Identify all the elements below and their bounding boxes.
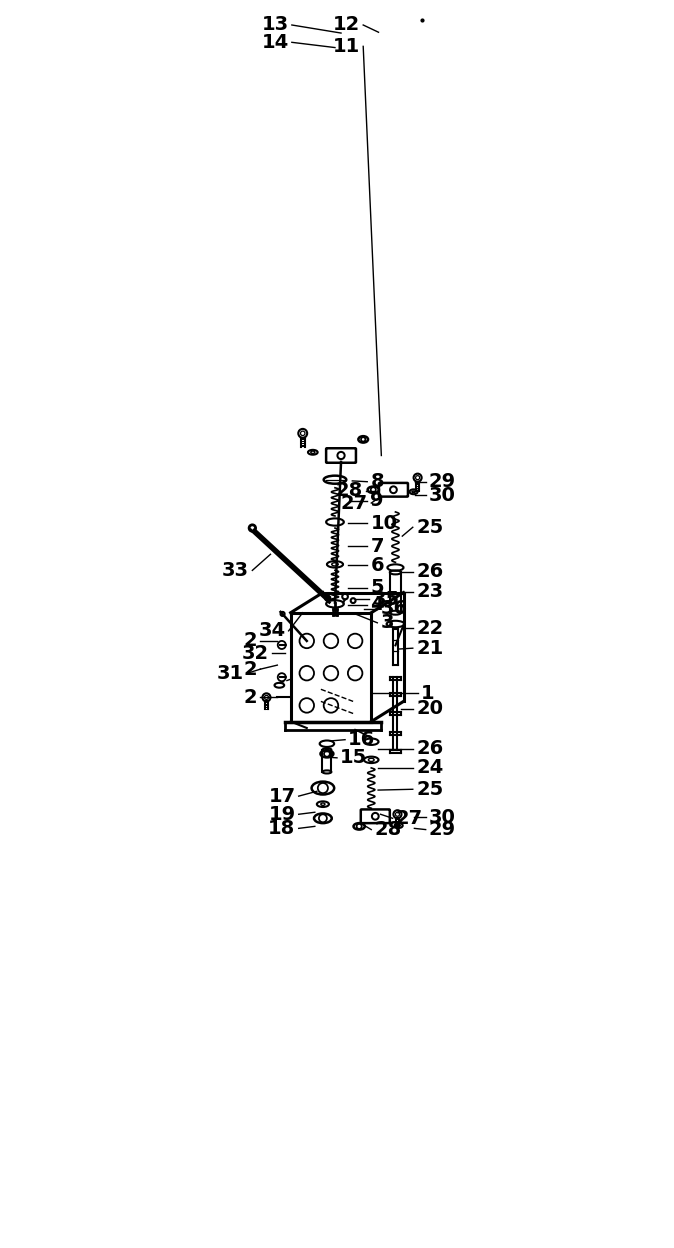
Text: 30: 30 [429, 485, 456, 504]
Text: 2: 2 [243, 660, 257, 679]
Text: 26: 26 [416, 740, 443, 759]
Text: 33: 33 [222, 560, 249, 580]
Text: 14: 14 [262, 32, 288, 52]
Text: 24: 24 [416, 759, 443, 778]
Text: 28: 28 [375, 820, 402, 839]
Text: 27: 27 [396, 809, 423, 827]
Text: 18: 18 [268, 819, 295, 837]
Text: 9: 9 [371, 492, 384, 510]
Text: 13: 13 [262, 15, 288, 35]
Text: 6: 6 [371, 555, 384, 574]
Text: 2: 2 [243, 631, 257, 650]
Text: 4: 4 [371, 595, 384, 614]
Text: 8: 8 [371, 472, 384, 492]
Text: 16: 16 [348, 730, 375, 749]
Text: 31: 31 [217, 664, 244, 683]
Text: 2: 2 [243, 688, 257, 706]
Text: 32: 32 [241, 644, 268, 663]
Text: 10: 10 [371, 514, 398, 533]
Text: 21: 21 [416, 639, 443, 658]
Text: 36: 36 [381, 599, 408, 618]
Text: 3: 3 [381, 613, 394, 633]
Text: 34: 34 [258, 622, 285, 640]
Text: 22: 22 [416, 619, 443, 638]
Text: 35: 35 [373, 590, 400, 609]
Text: 11: 11 [333, 37, 360, 56]
Text: 15: 15 [340, 749, 367, 768]
Text: 29: 29 [429, 820, 456, 839]
Text: 7: 7 [371, 537, 384, 555]
Text: 20: 20 [416, 699, 443, 718]
Text: 5: 5 [371, 578, 384, 598]
Text: 28: 28 [336, 482, 363, 500]
Text: 25: 25 [416, 780, 443, 799]
Text: 27: 27 [341, 493, 368, 513]
Text: 29: 29 [429, 472, 456, 492]
Text: 17: 17 [268, 786, 295, 806]
Text: 26: 26 [416, 562, 443, 582]
Text: 23: 23 [416, 583, 443, 602]
Text: 25: 25 [416, 518, 443, 537]
Text: 30: 30 [429, 807, 456, 827]
Text: 1: 1 [421, 684, 435, 703]
Text: 12: 12 [333, 15, 360, 35]
Text: 19: 19 [268, 805, 295, 824]
